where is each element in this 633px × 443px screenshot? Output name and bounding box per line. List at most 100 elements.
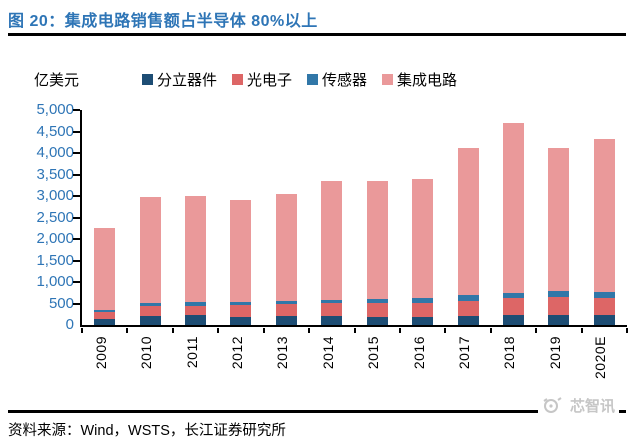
bar-segment-光电子 (321, 303, 343, 317)
legend-swatch-icon (382, 74, 394, 85)
bar-segment-集成电路 (457, 147, 479, 296)
bar-segment-分立器件 (593, 315, 615, 325)
watermark: 芯智讯 (537, 395, 619, 416)
bar-segment-分立器件 (548, 314, 570, 325)
x-axis-year-label: 2009 (92, 336, 109, 370)
y-axis-unit-label: 亿美元 (34, 72, 80, 89)
y-axis-tick-mark (73, 216, 80, 219)
plot-area (73, 109, 628, 333)
x-axis-tick-mark (171, 328, 174, 333)
x-axis-tick-mark (580, 328, 583, 333)
bar-segment-传感器 (548, 291, 570, 297)
legend-label: 传感器 (322, 72, 368, 89)
x-axis-tick-mark (353, 328, 356, 333)
watermark-text: 芯智讯 (569, 398, 615, 415)
y-axis-tick-label: 500 (48, 294, 74, 312)
y-axis-tick-mark (73, 195, 80, 197)
x-axis-tick-mark (398, 328, 401, 333)
y-axis-tick-mark (73, 259, 80, 262)
legend-label: 光电子 (247, 72, 293, 89)
bar-segment-光电子 (185, 305, 207, 316)
x-axis-year-label: 2020E (592, 336, 609, 379)
watermark-logo-icon (543, 396, 562, 413)
bar-segment-光电子 (275, 304, 297, 317)
figure-title: 图 20：集成电路销售额占半导体 80%以上 (8, 13, 318, 30)
y-axis-tick-labels: 5,000 4,500 4,000 3,500 3,000 2,500 2,000 1,500… (10, 101, 74, 333)
bar-segment-分立器件 (94, 319, 116, 325)
y-axis-tick-mark (73, 109, 80, 111)
x-axis-tick-mark (217, 328, 220, 333)
y-axis-tick-mark (73, 130, 80, 133)
bar-segment-传感器 (321, 299, 343, 304)
x-axis-tick-mark (308, 328, 311, 333)
legend-item-光电子: 光电子 (232, 69, 292, 90)
x-axis-year-label: 2013 (274, 336, 291, 370)
x-axis-tick-mark (489, 328, 492, 333)
bar-segment-光电子 (502, 298, 524, 315)
x-axis-tick-mark (535, 328, 538, 333)
x-axis-tick-mark (444, 328, 447, 333)
bar-segment-传感器 (412, 298, 434, 303)
y-axis-tick-mark (73, 302, 80, 305)
bar-segment-光电子 (593, 297, 615, 316)
x-axis-year-label: 2014 (319, 336, 336, 370)
stacked-bar-2012 (230, 199, 252, 325)
bar-segment-分立器件 (412, 316, 434, 325)
legend-swatch-icon (142, 74, 153, 85)
x-axis-tick-labels: 2009 2010 2011 2012 2013 2014 2015 2016 2017 2018… (80, 334, 625, 394)
bar-segment-集成电路 (412, 179, 434, 299)
stacked-bar-2014 (321, 180, 343, 325)
y-axis-tick-label: 1,500 (36, 251, 74, 269)
bar-segment-传感器 (275, 301, 297, 305)
y-axis-tick-label: 3,000 (36, 187, 74, 204)
bar-segment-分立器件 (502, 314, 524, 325)
bar-segment-分立器件 (185, 315, 207, 325)
y-axis-tick-label: 3,500 (36, 165, 74, 183)
x-axis-tick-mark (81, 328, 83, 333)
bar-segment-集成电路 (230, 199, 252, 302)
y-axis-tick-label: 0 (65, 316, 74, 333)
y-axis-tick-label: 2,500 (36, 208, 74, 226)
chart-legend: 分立器件 光电子 传感器 集成电路 (142, 69, 457, 90)
bar-segment-传感器 (457, 295, 479, 301)
y-axis-tick-mark (73, 173, 80, 176)
y-axis-tick-mark (73, 281, 80, 283)
bar-segment-光电子 (139, 306, 161, 317)
legend-swatch-icon (307, 74, 319, 85)
legend-label: 分立器件 (157, 72, 218, 89)
bar-segment-集成电路 (94, 227, 116, 311)
legend-swatch-icon (232, 74, 244, 85)
stacked-bar-2017 (457, 147, 479, 325)
x-axis-year-label: 2010 (138, 336, 155, 370)
bar-segment-分立器件 (139, 316, 161, 325)
x-axis-tick-mark (262, 328, 265, 333)
stacked-bar-2019 (548, 147, 570, 325)
legend-item-分立器件: 分立器件 (142, 69, 217, 90)
bar-segment-光电子 (548, 296, 570, 315)
x-axis-year-label: 2016 (410, 336, 427, 370)
x-axis-year-label: 2015 (365, 336, 382, 370)
x-axis-year-label: 2018 (501, 336, 518, 370)
x-axis-year-label: 2012 (228, 336, 245, 370)
bar-segment-传感器 (593, 292, 615, 298)
bar-segment-分立器件 (366, 316, 388, 325)
bar-segment-集成电路 (548, 147, 570, 292)
legend-item-传感器: 传感器 (307, 69, 367, 90)
bar-segment-集成电路 (593, 138, 615, 292)
x-axis-tick-mark (626, 328, 628, 333)
x-axis-year-label: 2019 (546, 336, 563, 370)
stacked-bar-2010 (139, 196, 161, 325)
bar-segment-光电子 (230, 305, 252, 317)
bar-segment-传感器 (366, 298, 388, 303)
bar-segment-集成电路 (185, 196, 207, 302)
x-axis-year-label: 2017 (456, 336, 473, 370)
bar-segment-传感器 (94, 310, 116, 313)
bar-segment-传感器 (185, 301, 207, 306)
y-axis-tick-label: 2,000 (36, 230, 74, 247)
bar-segment-光电子 (412, 302, 434, 317)
bar-segment-光电子 (94, 312, 116, 320)
x-axis-tick-mark (126, 328, 129, 333)
bar-segment-集成电路 (275, 193, 297, 302)
stacked-bar-2018 (502, 123, 524, 325)
